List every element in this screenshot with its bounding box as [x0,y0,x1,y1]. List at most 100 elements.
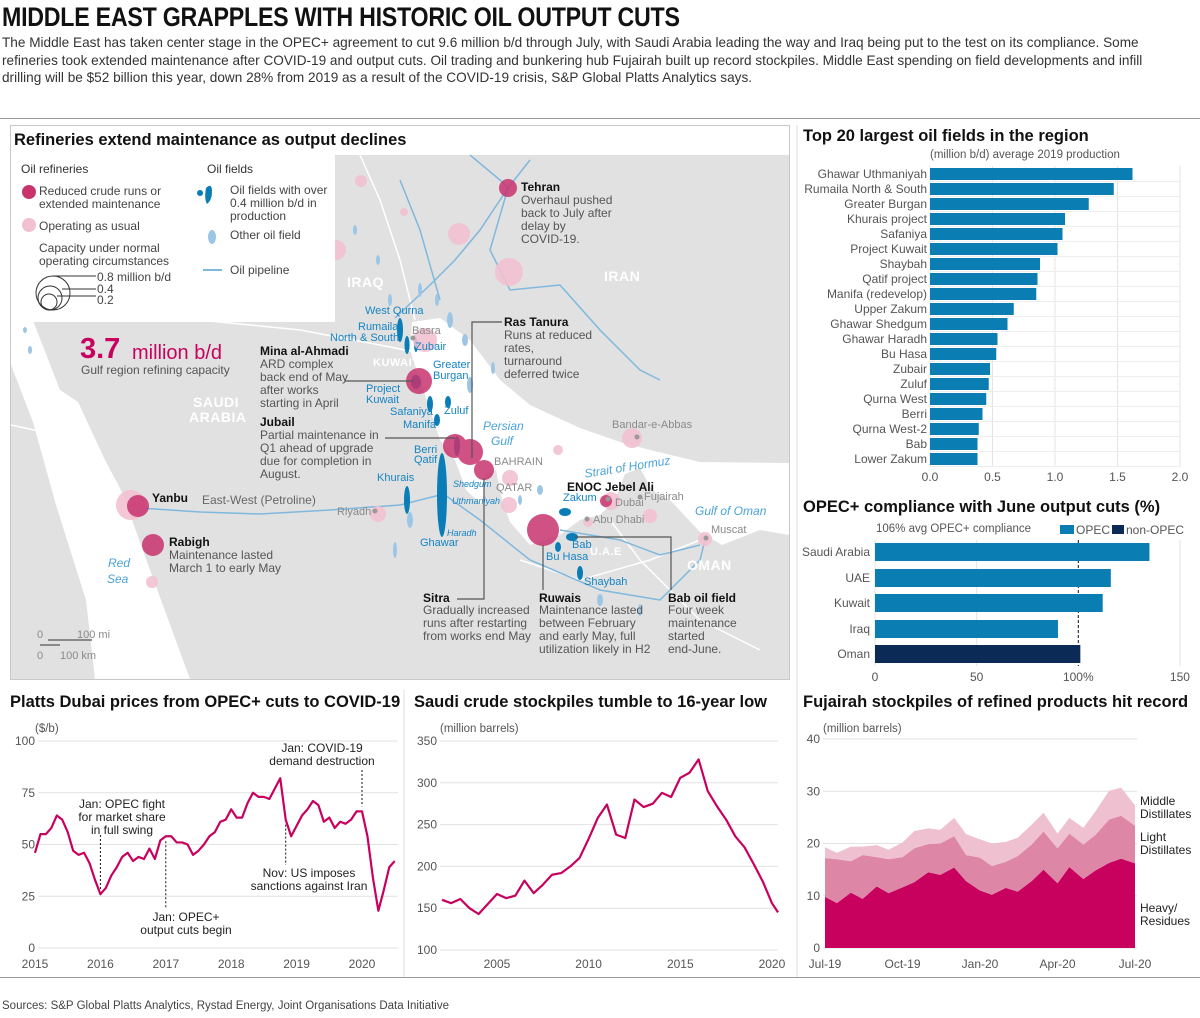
bar-qurna-west [930,393,987,405]
intro-text: The Middle East has taken center stage i… [2,35,1143,85]
bar-kuwait [875,594,1103,612]
annotation-rabigh-name: Rabigh [169,535,210,549]
category-label: Lower Zakum [854,452,927,466]
country-uae: U.A.E [590,546,622,558]
sea-persian-2: Gulf [491,434,514,448]
y-tick-label: 200 [417,859,437,873]
category-label: Ghawar Uthmaniyah [818,167,927,181]
infographic-frame [0,118,1200,978]
field-burgan-1: Greater [433,359,471,371]
y-tick-label: 30 [807,784,821,798]
x-tick-label: 50 [970,670,984,684]
annotation-text: Nov: US imposes [263,866,356,880]
y-tick-label: 40 [807,732,821,746]
fujairah-ylabel: (million barrels) [823,723,902,735]
series-label-middle: Distillates [1140,807,1191,821]
x-tick-label: 2020 [349,957,376,971]
refineries-reduced-runs [127,179,612,556]
bar-safaniya [930,228,1063,240]
red-sea [11,318,190,679]
annotation-jubail-text: Partial maintenance in Q1 ahead of upgra… [260,428,379,481]
annotation-text: for market share [78,810,166,824]
saudi-ylabel: (million barrels) [440,723,519,735]
field-qatif: Qatif [414,454,438,466]
category-label: Kuwait [834,596,871,610]
bar-qatif-project [930,273,1038,285]
y-tick-label: 350 [417,734,437,748]
country-kuwait: KUWAIT [373,357,420,369]
y-tick-label: 75 [22,786,36,800]
legend-fields-title: Oil fields [207,162,254,176]
map [10,154,789,679]
city-dubai: Dubai [615,497,644,509]
legend-refineries-title: Oil refineries [21,162,89,176]
platts-price-line [33,777,396,912]
category-label: Ghawar Shedgum [830,317,927,331]
y-tick-label: 100 [417,943,437,957]
y-tick-label: 100 [15,734,35,748]
country-qatar: QATAR [496,482,533,494]
legend-non-opec-swatch [1112,525,1124,534]
field-khurais: Khurais [377,472,415,484]
legend-opec-label: OPEC [1076,523,1110,537]
bar-khurais-project [930,213,1065,225]
annotation-text: output cuts begin [140,923,231,937]
bar-lower-zakum [930,453,978,465]
annotation-ruwais-text: Maintenance lasted between February and … [539,603,651,656]
city-riyadh: Riyadh [337,506,372,518]
x-tick-label: Jul-20 [1119,957,1152,971]
capacity-unit: million b/d [132,342,223,364]
scale-zero-km: 0 [37,650,44,662]
legend-opec-swatch [1060,525,1074,534]
field-rumaila-1: Rumaila [358,321,399,333]
annotation-text: Jan: OPEC+ [152,910,219,924]
field-shedgum: Shedgum [453,479,492,489]
annotation-sitra-name: Sitra [423,591,450,605]
saudi-stockpile-line [441,758,779,916]
x-tick-label: Oct-19 [884,957,920,971]
bar-ghawar-haradh [930,333,998,345]
country-bahrain: BAHRAIN [494,456,543,468]
field-bab: Bab [572,539,592,551]
category-label: Qurna West [863,392,927,406]
series-label-light: Distillates [1140,843,1191,857]
sea-red-2: Sea [107,572,129,586]
category-label: Safaniya [880,227,927,241]
annotation-yanbu-name: Yanbu [152,491,189,505]
saudi-chart-title: Saudi crude stockpiles tumble to 16-year… [414,693,768,711]
annotation-tehran-name: Tehran [521,180,561,194]
bar-upper-zakum [930,303,1014,315]
bar-oman [875,645,1081,663]
category-label: Rumaila North & South [804,182,927,196]
annotation-mina-text: ARD complex back end of May after works … [260,357,349,410]
bar-zuluf [930,378,989,390]
series-label-middle: Middle [1140,794,1176,808]
category-label: Iraq [849,622,870,636]
annotation-ruwais-name: Ruwais [539,591,582,605]
y-tick-label: 250 [417,818,437,832]
category-label: Qatif project [862,272,927,286]
annotation-enoc-name: ENOC Jebel Ali [567,480,654,494]
annotation-text: Jan: OPEC fight [79,797,166,811]
bar-qurna-west-2 [930,423,979,435]
series-label-heavy: Residues [1140,914,1190,928]
annotation-text: in full swing [91,823,153,837]
city-basra: Basra [412,325,441,337]
x-tick-label: 0 [872,670,879,684]
x-tick-label: Apr-20 [1039,957,1075,971]
y-tick-label: 0 [813,941,820,955]
legend-major-field-icon [197,185,212,204]
y-tick-label: 20 [807,837,821,851]
bar-zubair [930,363,990,375]
country-oman: OMAN [687,557,732,573]
category-label: Ghawar Haradh [842,332,927,346]
category-label: Oman [837,647,870,661]
country-iraq: IRAQ [347,274,384,290]
annotation-ras-tanura-text: Runs at reduced rates, turnaround deferr… [504,328,593,381]
bar-manifa-redevelop- [930,288,1037,300]
annotation-sitra-text: Gradually increased runs after restartin… [423,603,532,643]
field-west-qurna: West Qurna [365,305,424,317]
annotation-leader-lines [40,321,672,646]
y-tick-label: 300 [417,776,437,790]
x-tick-label: 1.5 [1109,470,1126,484]
